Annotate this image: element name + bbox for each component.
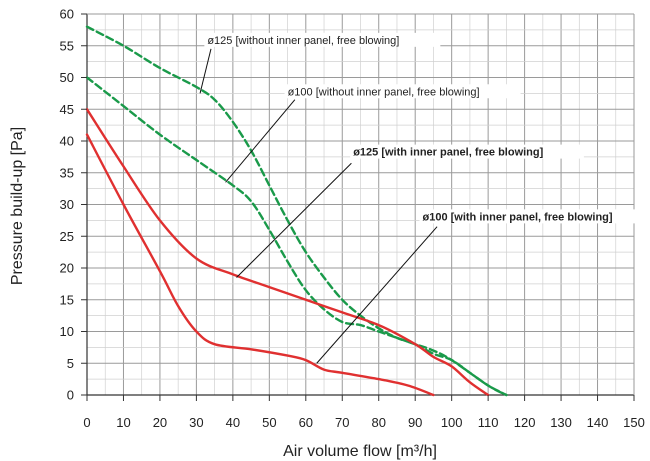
y-tick-label: 20: [60, 261, 74, 276]
annotations: ø125 [without inner panel, free blowing]…: [199, 32, 650, 364]
series-o100-without-inner-panel: [85, 76, 508, 397]
x-axis-title: Air volume flow [m³/h]: [283, 443, 437, 460]
x-tick-label: 140: [587, 415, 609, 430]
y-tick-label: 10: [60, 324, 74, 339]
y-tick-label: 60: [60, 7, 74, 22]
x-tick-label: 120: [514, 415, 536, 430]
x-tick-label: 0: [83, 415, 90, 430]
y-tick-label: 15: [60, 292, 74, 307]
annotation-o125-with-inner-panel-background: [350, 144, 584, 159]
annotation-o100-with-inner-panel-leader-line: [316, 226, 438, 364]
x-tick-label: 40: [226, 415, 240, 430]
y-axis-title: Pressure build-up [Pa]: [9, 127, 26, 285]
x-tick-label: 10: [116, 415, 130, 430]
y-tick-label: 45: [60, 102, 74, 117]
annotation-o125-with-inner-panel-leader-line: [236, 162, 352, 278]
y-tick-label: 35: [60, 165, 74, 180]
annotation-o100-without-inner-panel-leader-line: [225, 99, 296, 183]
tick-labels: 0 10 20 30 40 50 60 70 80 90 100 110 120 130 140 150 0 5 1…: [60, 7, 645, 431]
y-tick-label: 40: [60, 134, 74, 149]
x-tick-label: 50: [262, 415, 276, 430]
y-tick-label: 30: [60, 197, 74, 212]
x-tick-label: 110: [478, 415, 499, 430]
x-tick-label: 60: [299, 415, 313, 430]
annotation-o100-with-inner-panel-background: [419, 209, 650, 224]
x-tick-label: 30: [189, 415, 203, 430]
annotation-o100-without-inner-panel-background: [284, 84, 521, 99]
x-tick-label: 20: [153, 415, 167, 430]
annotation-o125-with-inner-panel-label: ø125 [with inner panel, free blowing]: [353, 147, 543, 159]
series-lines: [85, 25, 508, 397]
x-tick-label: 90: [408, 415, 422, 430]
x-tick-label: 100: [441, 415, 463, 430]
annotation-o125-without-inner-panel-label: ø125 [without inner panel, free blowing]: [207, 35, 399, 47]
grid: [86, 13, 635, 396]
annotation-o125-without-inner-panel-leader-line: [199, 48, 212, 94]
series-o125-with-inner-panel: [85, 108, 490, 397]
annotation-o100-without-inner-panel-label: ø100 [without inner panel, free blowing]: [288, 86, 480, 98]
x-tick-label: 150: [623, 415, 645, 430]
x-tick-label: 70: [335, 415, 349, 430]
y-tick-label: 50: [60, 70, 74, 85]
y-tick-label: 25: [60, 229, 74, 244]
y-tick-label: 5: [67, 356, 74, 371]
annotation-o125-without-inner-panel-background: [204, 32, 441, 47]
series-o100-with-inner-panel: [85, 133, 435, 397]
y-tick-label: 0: [67, 388, 74, 403]
y-tick-label: 55: [60, 38, 74, 53]
x-tick-label: 80: [371, 415, 385, 430]
x-tick-label: 130: [550, 415, 572, 430]
annotation-o100-with-inner-panel-label: ø100 [with inner panel, free blowing]: [422, 211, 612, 223]
